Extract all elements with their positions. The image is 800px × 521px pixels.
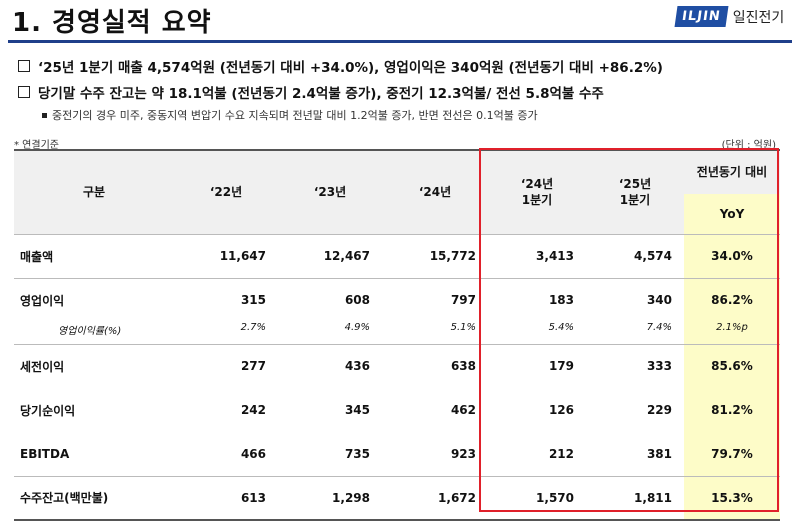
summary-bullet-1: ‘25년 1분기 매출 4,574억원 (전년동기 대비 +34.0%), 영업…	[18, 56, 663, 76]
cell-2024-q1: 179	[488, 343, 586, 388]
cell-2025-q1: 1,811	[586, 475, 684, 521]
cell-yoy: 79.7%	[684, 432, 780, 476]
cell-2024: 638	[382, 343, 488, 388]
square-bullet-icon	[42, 112, 47, 118]
row-label: EBITDA	[20, 446, 70, 461]
cell-yoy: 34.0%	[684, 233, 780, 278]
cell-2025-q1: 7.4%	[646, 322, 672, 333]
table-row: 수주잔고(백만불) 613 1,298 1,672 1,570 1,811 15…	[14, 475, 780, 521]
title-divider	[8, 40, 792, 43]
cell-2022: 11,647	[174, 233, 278, 278]
table-row: 영업이익률(%) 2.7% 4.9% 5.1% 5.4% 7.4% 2.1%p	[14, 322, 780, 344]
checkbox-icon	[18, 86, 30, 98]
header-2024: ‘24년	[382, 149, 488, 234]
header-2024-q1-year: ‘24년	[520, 177, 554, 192]
company-name: 일진전기	[732, 9, 785, 26]
header-2024-q1-quarter: 1분기	[521, 193, 553, 208]
row-label: 영업이익	[14, 277, 174, 322]
cell-2024: 1,672	[382, 475, 488, 521]
company-logo: ILJIN 일진전기	[674, 6, 785, 27]
performance-table: 구분 ‘22년 ‘23년 ‘24년 ‘24년 1분기 ‘25년 1분기 전년동기…	[14, 149, 780, 521]
cell-2024-q1: 5.4%	[548, 322, 574, 333]
header-category: 구분	[14, 149, 174, 234]
cell-yoy: 86.2%	[684, 277, 780, 322]
cell-2023: 4.9%	[344, 322, 370, 333]
cell-2023: 345	[344, 403, 370, 417]
cell-2025-q1: 340	[586, 277, 684, 322]
header-2024-q1: ‘24년 1분기	[488, 149, 586, 234]
cell-2024-q1: 1,570	[488, 475, 586, 521]
cell-2024-q1: 183	[488, 277, 586, 322]
cell-2023: 436	[278, 343, 382, 388]
header-yoy-top: 전년동기 대비	[684, 149, 780, 194]
cell-yoy: 85.6%	[684, 343, 780, 388]
cell-2024: 15,772	[382, 233, 488, 278]
cell-2024: 923	[450, 446, 476, 461]
row-label: 수주잔고(백만불)	[14, 475, 174, 521]
summary-bullet-2: 당기말 수주 잔고는 약 18.1억불 (전년동기 2.4억불 증가), 중전기…	[18, 82, 604, 102]
sub-bullet-text: 중전기의 경우 미주, 중동지역 변압기 수요 지속되며 전년말 대비 1.2억…	[52, 109, 538, 122]
cell-2023: 735	[344, 446, 370, 461]
cell-2022: 315	[174, 277, 278, 322]
summary-bullet-text: ‘25년 1분기 매출 4,574억원 (전년동기 대비 +34.0%), 영업…	[38, 60, 663, 76]
cell-yoy: 2.1%p	[684, 322, 780, 344]
row-label: 매출액	[14, 233, 174, 278]
checkbox-icon	[18, 60, 30, 72]
cell-2025-q1: 381	[646, 446, 672, 461]
header-2025-q1: ‘25년 1분기	[586, 149, 684, 234]
cell-2023: 12,467	[278, 233, 382, 278]
cell-2024: 462	[450, 403, 476, 417]
row-label: 세전이익	[14, 343, 174, 388]
cell-2024-q1: 212	[548, 446, 574, 461]
cell-2024-q1: 126	[548, 403, 574, 417]
cell-2025-q1: 229	[646, 403, 672, 417]
cell-2023: 1,298	[278, 475, 382, 521]
summary-bullet-text: 당기말 수주 잔고는 약 18.1억불 (전년동기 2.4억불 증가), 중전기…	[38, 86, 604, 102]
table-row: EBITDA 466 735 923 212 381 79.7%	[14, 432, 780, 476]
cell-2024-q1: 3,413	[488, 233, 586, 278]
cell-2022: 613	[174, 475, 278, 521]
page-title: 1. 경영실적 요약	[12, 8, 212, 38]
table-row: 매출액 11,647 12,467 15,772 3,413 4,574 34.…	[14, 233, 780, 278]
row-label: 영업이익률(%)	[58, 326, 122, 337]
header-2023: ‘23년	[278, 149, 382, 234]
cell-yoy: 15.3%	[684, 475, 780, 521]
cell-2024: 5.1%	[450, 322, 476, 333]
cell-yoy: 81.2%	[684, 388, 780, 432]
table-row: 세전이익 277 436 638 179 333 85.6%	[14, 343, 780, 388]
table-row: 당기순이익 242 345 462 126 229 81.2%	[14, 388, 780, 432]
row-label: 당기순이익	[20, 403, 76, 418]
basis-note: * 연결기준	[14, 140, 59, 151]
header-2025-q1-year: ‘25년	[618, 177, 652, 192]
table-row: 영업이익 315 608 797 183 340 86.2%	[14, 277, 780, 322]
cell-2022: 466	[240, 446, 266, 461]
cell-2025-q1: 4,574	[586, 233, 684, 278]
logo-mark: ILJIN	[674, 6, 729, 27]
cell-2024: 797	[382, 277, 488, 322]
cell-2022: 242	[240, 403, 266, 417]
cell-2023: 608	[278, 277, 382, 322]
cell-2022: 277	[174, 343, 278, 388]
cell-2022: 2.7%	[240, 322, 266, 333]
unit-note: (단위 : 억원)	[721, 140, 776, 151]
sub-bullet: 중전기의 경우 미주, 중동지역 변압기 수요 지속되며 전년말 대비 1.2억…	[42, 107, 538, 123]
header-2025-q1-quarter: 1분기	[619, 193, 651, 208]
cell-2025-q1: 333	[586, 343, 684, 388]
header-2022: ‘22년	[174, 149, 278, 234]
header-yoy: YoY	[684, 194, 780, 234]
